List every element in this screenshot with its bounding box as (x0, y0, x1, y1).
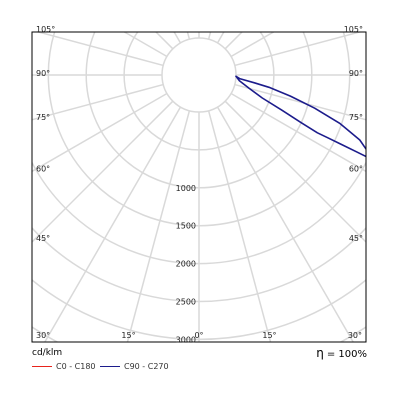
grid-spoke (154, 32, 174, 50)
grid-spoke (186, 32, 191, 40)
series-layer (235, 75, 366, 158)
grid-spoke (234, 32, 363, 67)
efficiency-label: η = 100% (316, 346, 367, 360)
angle-tick-right: 45° (349, 234, 363, 243)
grid-spoke (216, 106, 355, 342)
grid-circle (32, 278, 366, 341)
grid-spoke (32, 83, 164, 121)
grid-spoke (126, 110, 191, 342)
grid-spoke (207, 110, 272, 342)
angle-tick-bottom: 30° (36, 331, 50, 340)
angle-tick-left: 75° (36, 113, 50, 122)
grid-spoke (32, 92, 168, 173)
legend-swatch (100, 366, 120, 367)
grid-spoke (224, 32, 244, 50)
radial-tick-label: 1500 (176, 222, 196, 231)
radial-tick-label: 2500 (176, 298, 196, 307)
angle-tick-left: 45° (36, 234, 50, 243)
grid-spoke (207, 32, 212, 40)
grid-spoke (224, 100, 366, 244)
grid-spoke (35, 32, 164, 67)
grid-spoke (32, 100, 174, 244)
angle-tick-left: 105° (36, 25, 55, 34)
angle-tick-left: 60° (36, 164, 50, 173)
legend-swatch (32, 366, 52, 367)
grid-circle (32, 226, 366, 303)
angle-tick-right: 75° (349, 113, 363, 122)
grid-spoke (43, 106, 182, 342)
grid-circle-origin (161, 37, 237, 113)
angle-tick-bottom: 0° (194, 331, 203, 340)
grid-spoke (230, 32, 275, 58)
plot-frame (31, 31, 367, 343)
legend-label: C90 - C270 (124, 362, 169, 371)
angle-tick-right: 90° (349, 69, 363, 78)
series-line (235, 75, 366, 158)
angle-tick-bottom: 30° (348, 331, 362, 340)
polar-grid (32, 32, 366, 342)
efficiency-value: = 100% (326, 349, 367, 360)
unit-label: cd/klm (32, 348, 63, 358)
radial-tick-label: 3000 (176, 335, 196, 344)
grid-spoke (230, 92, 366, 173)
angle-tick-bottom: 15° (121, 331, 135, 340)
legend-item-c90-c270: C90 - C270 (100, 362, 169, 371)
legend-item-c0-c180: C0 - C180 (32, 362, 96, 371)
legend-label: C0 - C180 (56, 362, 96, 371)
grid-spoke (123, 32, 168, 58)
radial-tick-label: 2000 (176, 260, 196, 269)
angle-tick-left: 90° (36, 69, 50, 78)
angle-labels: 105° 90° 75° 60° 45° 105° 90° 75° 60° 45° 30° 15° 0°… (36, 25, 363, 340)
efficiency-symbol: η (316, 346, 324, 360)
radial-labels: 1000 1500 2000 2500 3000 (176, 184, 196, 345)
angle-tick-right: 105° (344, 25, 363, 34)
angle-tick-bottom: 15° (262, 331, 276, 340)
radial-tick-label: 1000 (176, 184, 196, 193)
angle-tick-right: 60° (349, 164, 363, 173)
grid-spoke (234, 83, 366, 121)
